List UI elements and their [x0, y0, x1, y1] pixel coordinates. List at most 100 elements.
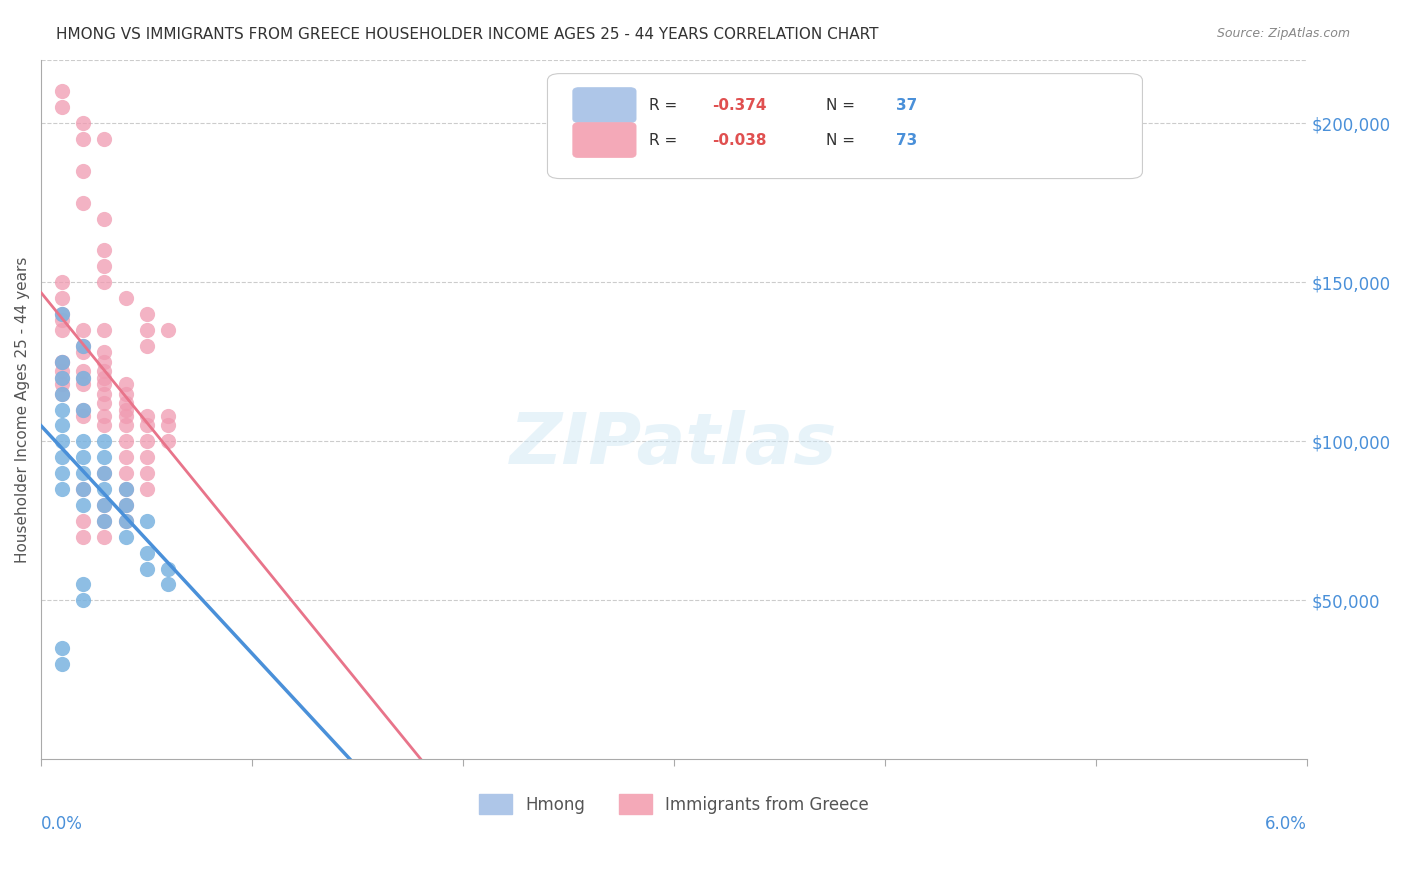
Point: [135, 323, 157, 337]
Point: [93, 498, 115, 512]
Point: [72, 339, 94, 353]
Point: [114, 530, 136, 544]
Point: [72, 345, 94, 359]
Point: [135, 434, 157, 449]
FancyBboxPatch shape: [572, 122, 636, 158]
Point: [156, 409, 179, 423]
Point: [93, 132, 115, 146]
Legend: Hmong, Immigrants from Greece: Hmong, Immigrants from Greece: [472, 788, 876, 822]
Point: [93, 355, 115, 369]
Text: ZIPatlas: ZIPatlas: [510, 410, 838, 479]
Point: [72, 466, 94, 480]
Point: [135, 450, 157, 465]
Point: [51, 355, 73, 369]
Point: [93, 409, 115, 423]
Point: [72, 577, 94, 591]
Point: [51, 657, 73, 671]
Point: [114, 418, 136, 433]
Point: [72, 530, 94, 544]
Point: [114, 498, 136, 512]
Point: [93, 244, 115, 258]
Point: [51, 402, 73, 417]
Point: [156, 323, 179, 337]
Point: [114, 396, 136, 410]
Point: [51, 313, 73, 327]
Text: R =: R =: [648, 133, 682, 147]
Point: [51, 377, 73, 392]
Point: [51, 307, 73, 321]
Text: 0.0%: 0.0%: [41, 815, 83, 833]
Point: [72, 402, 94, 417]
Point: [114, 402, 136, 417]
Point: [72, 370, 94, 384]
Point: [93, 514, 115, 528]
Point: [114, 514, 136, 528]
Point: [114, 409, 136, 423]
Point: [93, 466, 115, 480]
Point: [51, 370, 73, 384]
Point: [72, 377, 94, 392]
Point: [93, 345, 115, 359]
Point: [114, 450, 136, 465]
Text: 73: 73: [896, 133, 917, 147]
Point: [72, 402, 94, 417]
Point: [135, 514, 157, 528]
Point: [135, 418, 157, 433]
Point: [93, 377, 115, 392]
Point: [93, 434, 115, 449]
Point: [51, 434, 73, 449]
Text: N =: N =: [825, 133, 860, 147]
Point: [72, 323, 94, 337]
Point: [114, 482, 136, 496]
Point: [93, 498, 115, 512]
Point: [72, 364, 94, 378]
Point: [51, 275, 73, 289]
Point: [114, 434, 136, 449]
Point: [156, 561, 179, 575]
Point: [51, 370, 73, 384]
Point: [72, 132, 94, 146]
Point: [51, 355, 73, 369]
Point: [51, 482, 73, 496]
Point: [135, 307, 157, 321]
Point: [72, 370, 94, 384]
Point: [51, 364, 73, 378]
Point: [156, 418, 179, 433]
Point: [114, 466, 136, 480]
Point: [93, 275, 115, 289]
Point: [93, 418, 115, 433]
Point: [114, 291, 136, 305]
Point: [72, 195, 94, 210]
Point: [135, 339, 157, 353]
Point: [51, 641, 73, 656]
Point: [72, 434, 94, 449]
Text: 37: 37: [896, 97, 917, 112]
FancyBboxPatch shape: [572, 87, 636, 122]
Point: [156, 577, 179, 591]
Point: [51, 307, 73, 321]
Text: N =: N =: [825, 97, 860, 112]
Point: [51, 84, 73, 98]
Point: [93, 260, 115, 274]
Point: [72, 164, 94, 178]
Point: [72, 450, 94, 465]
Point: [51, 355, 73, 369]
Point: [93, 396, 115, 410]
Point: [72, 593, 94, 607]
Point: [114, 514, 136, 528]
FancyBboxPatch shape: [547, 74, 1143, 178]
Point: [72, 409, 94, 423]
Point: [114, 498, 136, 512]
Point: [51, 386, 73, 401]
Text: R =: R =: [648, 97, 682, 112]
Point: [72, 498, 94, 512]
Point: [93, 323, 115, 337]
Point: [93, 482, 115, 496]
Point: [72, 482, 94, 496]
Point: [51, 100, 73, 114]
Point: [51, 418, 73, 433]
Point: [72, 339, 94, 353]
Point: [114, 482, 136, 496]
Y-axis label: Householder Income Ages 25 - 44 years: Householder Income Ages 25 - 44 years: [15, 256, 30, 563]
Point: [93, 211, 115, 226]
